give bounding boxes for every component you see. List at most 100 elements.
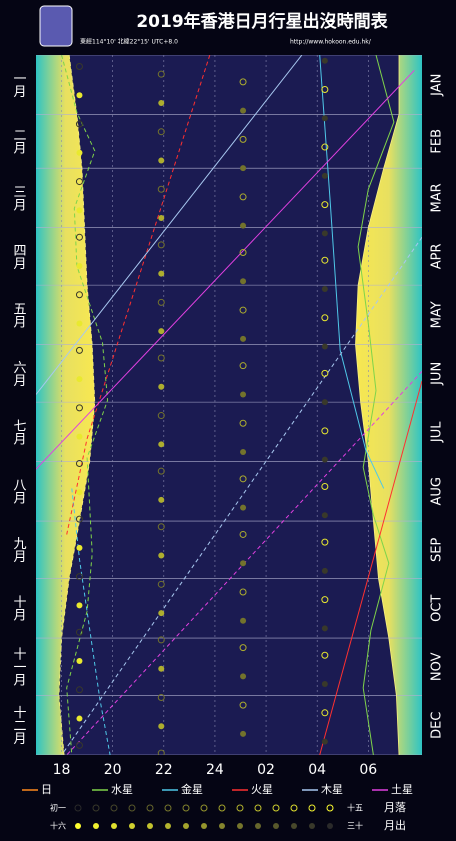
moonrise-dot xyxy=(76,376,83,383)
legend-dot xyxy=(273,823,279,829)
moonset-dot xyxy=(321,483,329,491)
legend-dot xyxy=(309,823,315,829)
moonset-dot xyxy=(321,709,329,717)
legend-dot xyxy=(291,823,297,829)
moonset-dot xyxy=(75,459,83,467)
sun-rise-line xyxy=(355,55,400,755)
legend-dot xyxy=(110,804,118,812)
legend-dot xyxy=(219,823,225,829)
moonrise-dot xyxy=(240,165,247,172)
moonrise-dot xyxy=(321,567,328,574)
moonset-dot xyxy=(157,467,165,475)
moonset-dot xyxy=(321,256,329,264)
moonrise-dot xyxy=(158,157,165,164)
moonset-dot xyxy=(239,135,247,143)
moonrise-dot xyxy=(158,723,165,730)
moonrise-dot xyxy=(158,552,165,559)
legend-dot xyxy=(326,804,334,812)
moonset-dot xyxy=(321,143,329,151)
moonrise-dot xyxy=(158,328,165,335)
url: http://www.hokoon.edu.hk/ xyxy=(290,39,372,46)
moonrise-dot xyxy=(76,320,83,327)
moonset-dot xyxy=(157,128,165,136)
legend-dot xyxy=(146,804,154,812)
moonrise-dot xyxy=(321,230,328,237)
month-label-zh: 一月 xyxy=(11,72,27,99)
moonset-dot xyxy=(321,427,329,435)
moonset-dot xyxy=(157,354,165,362)
legend-dot xyxy=(74,804,82,812)
legend-dot xyxy=(128,804,136,812)
planet-rise-line xyxy=(319,55,385,489)
moonset-dot xyxy=(239,249,247,257)
moonset-dot xyxy=(239,475,247,483)
planet-rise-line xyxy=(36,69,415,470)
moonset-dot xyxy=(239,530,247,538)
moon-legend-first: 初一 xyxy=(50,803,66,813)
moonset-dot xyxy=(157,693,165,701)
moon-legend-first: 十六 xyxy=(50,821,66,831)
month-label-zh: 十一月 xyxy=(11,647,27,687)
moonset-dot xyxy=(75,63,83,71)
moonrise-dot xyxy=(240,560,247,567)
planet-rise-line xyxy=(36,55,303,395)
moonrise-dot xyxy=(76,489,83,496)
legend-dot xyxy=(111,823,117,829)
month-label-en: NOV xyxy=(430,652,445,681)
moon-legend-label: 月出 xyxy=(384,818,406,832)
plot xyxy=(36,55,422,755)
moonset-dot xyxy=(239,193,247,201)
month-label-en: AUG xyxy=(430,477,445,505)
axes: 18 20 22 24 02 04 06 一月 JAN 二月 FEB 三月 MAR 四月 APR 五月 MAY 六… xyxy=(11,72,445,832)
moonset-dot xyxy=(75,628,83,636)
month-label-zh: 五月 xyxy=(11,302,27,329)
sun-set-line xyxy=(58,55,96,755)
moonset-dot xyxy=(157,185,165,193)
moonset-dot xyxy=(321,651,329,659)
x-tick-label: 06 xyxy=(359,762,377,778)
month-label-zh: 二月 xyxy=(11,128,27,155)
moonset-dot xyxy=(321,201,329,209)
moonrise-dot xyxy=(240,222,247,229)
legend-dot xyxy=(308,804,316,812)
month-label-zh: 八月 xyxy=(11,478,27,505)
legend-label: 木星 xyxy=(321,783,343,796)
moonrise-dot xyxy=(158,441,165,448)
moonset-dot xyxy=(239,306,247,314)
legend-dot xyxy=(129,823,135,829)
moonrise-dot xyxy=(158,99,165,106)
moonset-dot xyxy=(321,538,329,546)
moonset-dot xyxy=(75,346,83,354)
legend-dot xyxy=(237,823,243,829)
moonset-dot xyxy=(239,78,247,86)
month-label-en: JUL xyxy=(430,421,445,443)
moonset-dot xyxy=(239,362,247,370)
month-label-zh: 九月 xyxy=(11,537,27,564)
month-label-zh: 六月 xyxy=(11,360,27,387)
x-tick-label: 24 xyxy=(206,762,224,778)
month-label-en: JUN xyxy=(430,362,445,386)
legend-dot xyxy=(255,823,261,829)
legend-dot xyxy=(200,804,208,812)
moonrise-dot xyxy=(158,215,165,222)
moonset-dot xyxy=(157,580,165,588)
month-label-zh: 七月 xyxy=(11,419,27,446)
planet-rise-line xyxy=(357,55,395,755)
moonrise-dot xyxy=(76,658,83,665)
moonset-dot xyxy=(75,291,83,299)
legend-dot xyxy=(236,804,244,812)
month-label-zh: 十二月 xyxy=(11,706,27,746)
chart-title: 2019年香港日月行星出沒時間表 xyxy=(136,11,388,32)
legend-dot xyxy=(183,823,189,829)
legend-dot xyxy=(254,804,262,812)
moonrise-dot xyxy=(240,504,247,511)
x-tick-label: 18 xyxy=(53,762,71,778)
moonset-dot xyxy=(157,636,165,644)
moonrise-dot xyxy=(321,738,328,745)
planet-rise-line xyxy=(319,380,422,755)
planet-set-line xyxy=(66,55,211,535)
moon-legend-label: 月落 xyxy=(384,801,406,814)
moonrise-dot xyxy=(76,262,83,269)
moonrise-dot xyxy=(158,496,165,503)
